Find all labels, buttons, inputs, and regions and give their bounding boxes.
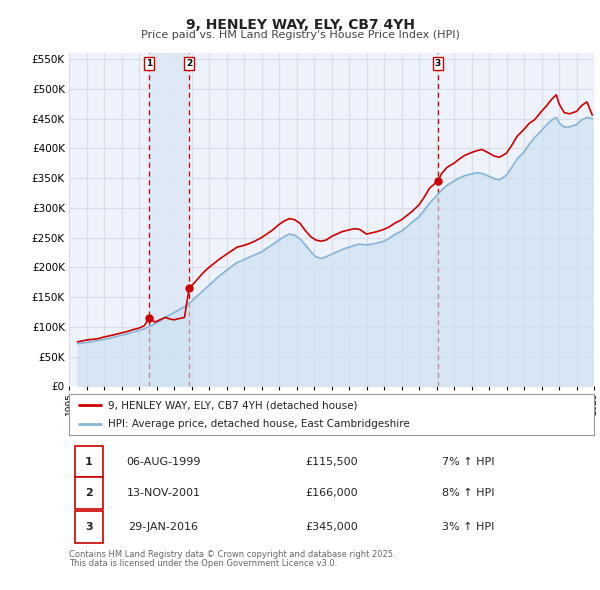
Text: 06-AUG-1999: 06-AUG-1999	[126, 457, 201, 467]
Bar	[149, 53, 189, 386]
Text: 3% ↑ HPI: 3% ↑ HPI	[442, 522, 494, 532]
Text: £345,000: £345,000	[305, 522, 358, 532]
Text: £166,000: £166,000	[305, 489, 358, 498]
FancyBboxPatch shape	[76, 511, 103, 543]
Text: 9, HENLEY WAY, ELY, CB7 4YH (detached house): 9, HENLEY WAY, ELY, CB7 4YH (detached ho…	[109, 400, 358, 410]
FancyBboxPatch shape	[76, 477, 103, 509]
Text: 9, HENLEY WAY, ELY, CB7 4YH: 9, HENLEY WAY, ELY, CB7 4YH	[185, 18, 415, 32]
Text: 1: 1	[146, 59, 152, 68]
FancyBboxPatch shape	[76, 446, 103, 477]
Text: 3: 3	[434, 59, 441, 68]
Text: £115,500: £115,500	[305, 457, 358, 467]
Text: 13-NOV-2001: 13-NOV-2001	[127, 489, 200, 498]
Text: Price paid vs. HM Land Registry's House Price Index (HPI): Price paid vs. HM Land Registry's House …	[140, 30, 460, 40]
Text: 2: 2	[85, 489, 93, 498]
Text: 8% ↑ HPI: 8% ↑ HPI	[442, 489, 494, 498]
Text: 3: 3	[85, 522, 93, 532]
Text: 1: 1	[85, 457, 93, 467]
Text: This data is licensed under the Open Government Licence v3.0.: This data is licensed under the Open Gov…	[69, 559, 337, 568]
Text: 7% ↑ HPI: 7% ↑ HPI	[442, 457, 494, 467]
Text: Contains HM Land Registry data © Crown copyright and database right 2025.: Contains HM Land Registry data © Crown c…	[69, 550, 395, 559]
Text: 29-JAN-2016: 29-JAN-2016	[128, 522, 199, 532]
Text: HPI: Average price, detached house, East Cambridgeshire: HPI: Average price, detached house, East…	[109, 419, 410, 430]
Text: 2: 2	[186, 59, 193, 68]
